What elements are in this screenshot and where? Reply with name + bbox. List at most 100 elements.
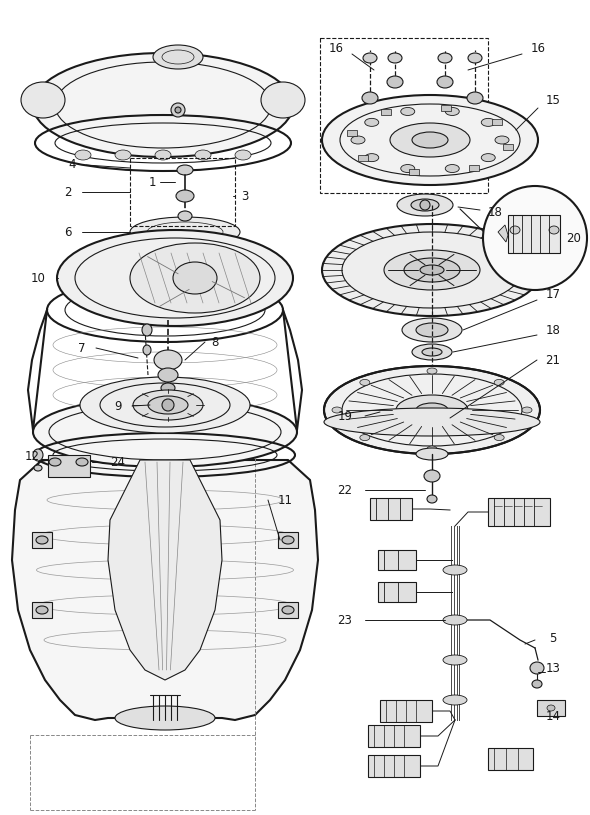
Ellipse shape xyxy=(115,706,215,730)
Ellipse shape xyxy=(365,118,379,126)
Ellipse shape xyxy=(33,53,293,157)
Ellipse shape xyxy=(36,606,48,614)
Ellipse shape xyxy=(362,92,378,104)
Ellipse shape xyxy=(468,53,482,63)
Ellipse shape xyxy=(427,495,437,503)
Ellipse shape xyxy=(80,377,250,433)
Circle shape xyxy=(162,399,174,411)
Text: 14: 14 xyxy=(546,710,560,723)
Ellipse shape xyxy=(481,118,495,126)
Ellipse shape xyxy=(365,154,379,161)
Text: 9: 9 xyxy=(114,399,122,412)
Bar xyxy=(278,532,298,548)
Bar xyxy=(368,755,420,777)
Text: 20: 20 xyxy=(566,231,581,244)
Ellipse shape xyxy=(261,82,305,118)
Ellipse shape xyxy=(34,465,42,471)
Text: 6: 6 xyxy=(64,226,72,239)
Circle shape xyxy=(171,103,185,117)
Text: 2: 2 xyxy=(64,186,72,199)
Text: 22: 22 xyxy=(337,483,352,496)
Ellipse shape xyxy=(416,403,448,417)
Ellipse shape xyxy=(33,449,43,461)
Ellipse shape xyxy=(412,132,448,148)
Bar xyxy=(409,170,419,175)
Text: 18: 18 xyxy=(546,324,560,337)
Ellipse shape xyxy=(57,230,293,326)
Ellipse shape xyxy=(324,366,540,454)
Ellipse shape xyxy=(75,150,91,160)
Polygon shape xyxy=(498,225,508,242)
Bar xyxy=(130,158,235,226)
Ellipse shape xyxy=(438,53,452,63)
Bar xyxy=(320,38,488,193)
Ellipse shape xyxy=(390,123,470,157)
Text: 7: 7 xyxy=(78,341,86,355)
Ellipse shape xyxy=(143,345,151,355)
Text: 23: 23 xyxy=(337,614,352,627)
Ellipse shape xyxy=(416,323,448,337)
Circle shape xyxy=(175,107,181,113)
Ellipse shape xyxy=(412,344,452,360)
Ellipse shape xyxy=(510,226,520,234)
Ellipse shape xyxy=(396,395,468,425)
Bar xyxy=(368,725,420,747)
Bar xyxy=(503,143,513,150)
Bar xyxy=(48,455,90,477)
Text: 15: 15 xyxy=(546,94,560,107)
Ellipse shape xyxy=(148,396,188,414)
Ellipse shape xyxy=(549,226,559,234)
Ellipse shape xyxy=(49,458,61,466)
Ellipse shape xyxy=(153,45,203,69)
Ellipse shape xyxy=(76,458,88,466)
Ellipse shape xyxy=(437,76,453,88)
Ellipse shape xyxy=(384,250,480,290)
Ellipse shape xyxy=(404,258,460,282)
Ellipse shape xyxy=(494,434,504,441)
Polygon shape xyxy=(108,460,222,680)
Ellipse shape xyxy=(443,695,467,705)
Bar xyxy=(278,602,298,618)
Ellipse shape xyxy=(402,318,462,342)
Text: 21: 21 xyxy=(546,354,560,367)
Ellipse shape xyxy=(115,150,131,160)
Ellipse shape xyxy=(282,606,294,614)
Text: 13: 13 xyxy=(546,662,560,675)
Bar xyxy=(491,119,502,125)
Ellipse shape xyxy=(322,95,538,185)
Bar xyxy=(381,109,391,116)
Text: 19: 19 xyxy=(337,409,352,422)
Ellipse shape xyxy=(360,380,370,385)
Text: 24: 24 xyxy=(110,456,126,469)
Ellipse shape xyxy=(351,136,365,144)
Bar xyxy=(32,602,52,618)
Ellipse shape xyxy=(401,165,415,173)
Ellipse shape xyxy=(177,165,193,175)
Ellipse shape xyxy=(36,536,48,544)
Ellipse shape xyxy=(443,655,467,665)
Ellipse shape xyxy=(426,383,438,393)
Bar xyxy=(469,165,479,170)
Bar xyxy=(488,748,533,770)
Ellipse shape xyxy=(397,194,453,216)
Ellipse shape xyxy=(467,92,483,104)
Ellipse shape xyxy=(532,680,542,688)
Text: 3: 3 xyxy=(241,190,249,202)
Ellipse shape xyxy=(363,53,377,63)
Ellipse shape xyxy=(130,217,240,247)
Ellipse shape xyxy=(401,108,415,116)
Ellipse shape xyxy=(33,397,297,467)
Circle shape xyxy=(483,186,587,290)
Ellipse shape xyxy=(173,262,217,294)
Bar xyxy=(32,532,52,548)
Ellipse shape xyxy=(21,82,65,118)
Ellipse shape xyxy=(324,408,540,436)
Text: 16: 16 xyxy=(530,42,546,55)
Ellipse shape xyxy=(322,224,542,316)
Text: 4: 4 xyxy=(68,158,76,171)
Text: 1: 1 xyxy=(148,175,156,188)
Ellipse shape xyxy=(161,383,175,393)
Polygon shape xyxy=(12,460,318,720)
Bar xyxy=(508,215,560,253)
Text: 17: 17 xyxy=(546,289,560,302)
